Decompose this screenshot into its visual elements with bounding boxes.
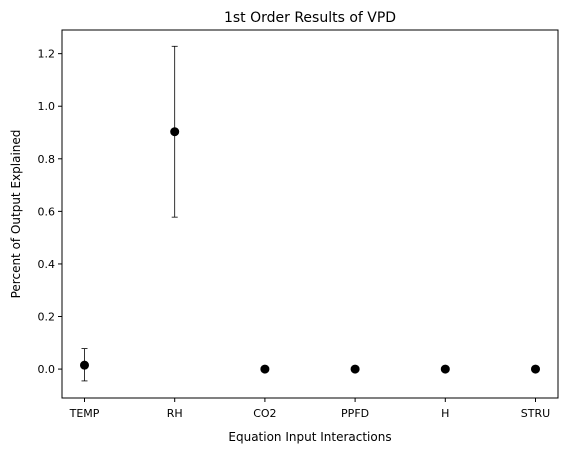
y-tick-label: 1.0 bbox=[38, 100, 56, 113]
x-tick-label: CO2 bbox=[253, 407, 276, 420]
y-axis-label: Percent of Output Explained bbox=[9, 130, 23, 299]
y-tick-label: 0.6 bbox=[38, 205, 56, 218]
data-series bbox=[80, 45, 540, 382]
y-tick-label: 0.4 bbox=[38, 258, 56, 271]
y-tick-label: 1.2 bbox=[38, 48, 56, 61]
x-tick-label: PPFD bbox=[341, 407, 369, 420]
x-axis: TEMP RH CO2 PPFD H STRU bbox=[69, 398, 550, 420]
data-point bbox=[260, 364, 270, 374]
y-tick-label: 0.8 bbox=[38, 153, 56, 166]
x-axis-label: Equation Input Interactions bbox=[228, 430, 391, 444]
data-point bbox=[170, 127, 180, 137]
x-tick-label: STRU bbox=[521, 407, 550, 420]
x-tick-label: TEMP bbox=[69, 407, 100, 420]
y-axis: 0.0 0.2 0.4 0.6 0.8 1.0 1.2 bbox=[38, 48, 62, 376]
chart-title: 1st Order Results of VPD bbox=[224, 10, 396, 26]
y-tick-label: 0.2 bbox=[38, 311, 56, 324]
data-point bbox=[350, 364, 360, 374]
plot-area bbox=[61, 29, 559, 399]
data-point bbox=[440, 364, 450, 374]
x-tick-label: RH bbox=[167, 407, 183, 420]
data-point bbox=[531, 364, 540, 374]
x-tick-label: H bbox=[441, 407, 449, 420]
data-point bbox=[80, 360, 89, 370]
y-tick-label: 0.0 bbox=[38, 363, 56, 376]
